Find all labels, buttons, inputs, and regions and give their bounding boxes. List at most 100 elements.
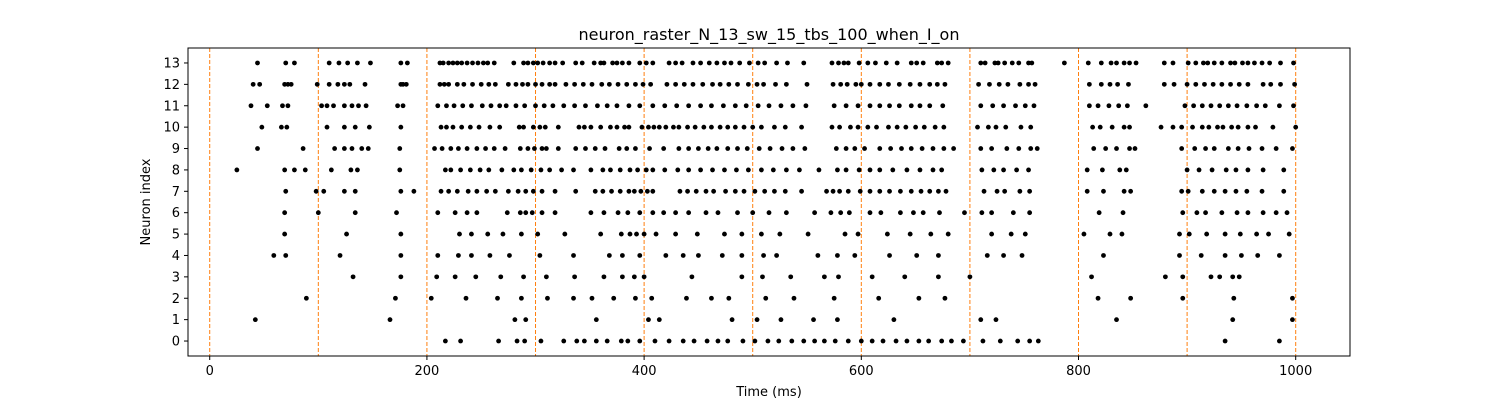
spike-point: [908, 146, 914, 151]
spike-point: [939, 60, 945, 66]
spike-point: [734, 167, 739, 173]
spike-point: [739, 253, 745, 258]
spike-point: [1086, 103, 1092, 109]
spike-point: [535, 231, 541, 237]
spike-point: [790, 103, 796, 109]
spike-point: [1179, 188, 1185, 194]
spike-point: [608, 167, 613, 173]
spike-point: [488, 103, 494, 109]
spike-point: [1277, 103, 1282, 109]
spike-point: [359, 146, 365, 151]
spike-point: [1277, 253, 1282, 258]
spike-point: [1194, 210, 1200, 216]
spike-point: [641, 274, 647, 280]
spike-point: [435, 103, 441, 109]
spike-point: [552, 81, 558, 87]
spike-point: [465, 188, 471, 194]
spike-point: [619, 60, 625, 66]
spike-point: [1209, 167, 1215, 173]
spike-point: [403, 81, 409, 87]
spike-point: [598, 124, 604, 130]
spike-point: [505, 188, 511, 194]
spike-point: [365, 146, 371, 151]
spike-point: [341, 124, 347, 130]
spike-point: [601, 210, 607, 216]
spike-point: [1231, 295, 1237, 301]
spike-point: [684, 295, 689, 301]
spike-point: [525, 81, 531, 87]
y-tick-label: 8: [172, 163, 180, 178]
spike-point: [686, 146, 692, 151]
spike-point: [829, 60, 835, 66]
x-tick-label: 200: [415, 364, 440, 379]
spike-point: [990, 103, 996, 109]
spike-point: [1084, 167, 1090, 173]
spike-point: [886, 81, 891, 87]
spike-point: [324, 103, 330, 109]
spike-point: [1022, 103, 1028, 109]
spike-point: [920, 60, 926, 66]
spike-point: [856, 167, 862, 173]
spike-point: [1090, 124, 1096, 130]
spike-point: [520, 81, 525, 87]
spike-point: [1004, 146, 1010, 151]
spike-point: [571, 295, 576, 301]
spike-point: [928, 231, 934, 237]
spike-point: [539, 146, 545, 151]
spike-point: [469, 231, 474, 237]
spike-point: [782, 188, 788, 194]
spike-point: [500, 231, 506, 237]
spike-point: [976, 81, 981, 87]
spike-point: [452, 210, 458, 216]
spike-point: [257, 81, 263, 87]
spike-point: [664, 81, 670, 87]
spike-point: [363, 103, 369, 109]
spike-point: [698, 103, 703, 109]
spike-point: [398, 231, 404, 237]
spike-point: [485, 60, 491, 66]
spike-point: [1095, 103, 1101, 109]
spike-point: [1278, 60, 1283, 66]
spike-point: [694, 231, 700, 237]
spike-point: [477, 167, 483, 173]
spike-point: [978, 146, 984, 151]
spike-point: [631, 188, 637, 194]
spike-point: [1171, 81, 1177, 87]
x-tick-label: 400: [632, 364, 657, 379]
spike-point: [533, 81, 538, 87]
spike-point: [1277, 338, 1282, 344]
spike-point: [939, 167, 945, 173]
spike-point: [460, 103, 466, 109]
spike-point: [772, 188, 777, 194]
spike-point: [916, 338, 922, 344]
spike-point: [497, 103, 503, 109]
spike-point: [624, 81, 630, 87]
spike-point: [1245, 210, 1251, 216]
spike-point: [499, 167, 505, 173]
spike-point: [1096, 210, 1102, 216]
spike-point: [512, 317, 518, 323]
spike-point: [1262, 103, 1268, 109]
spike-point: [1245, 81, 1251, 87]
spike-point: [484, 188, 490, 194]
spike-point: [617, 188, 623, 194]
spike-point: [1028, 124, 1034, 130]
spike-point: [1084, 188, 1090, 194]
spike-point: [352, 210, 358, 216]
spike-point: [1267, 60, 1273, 66]
spike-point: [1179, 124, 1185, 130]
spike-point: [714, 146, 720, 151]
spike-point: [517, 210, 523, 216]
spike-point: [635, 167, 640, 173]
spike-point: [561, 103, 567, 109]
spike-point: [898, 210, 903, 216]
spike-point: [662, 167, 668, 173]
spike-point: [637, 60, 643, 66]
spike-point: [908, 60, 914, 66]
spike-point: [776, 338, 782, 344]
spike-point: [844, 81, 850, 87]
spike-point: [1026, 167, 1031, 173]
spike-point: [650, 167, 656, 173]
spike-point: [627, 167, 633, 173]
spike-point: [867, 210, 873, 216]
